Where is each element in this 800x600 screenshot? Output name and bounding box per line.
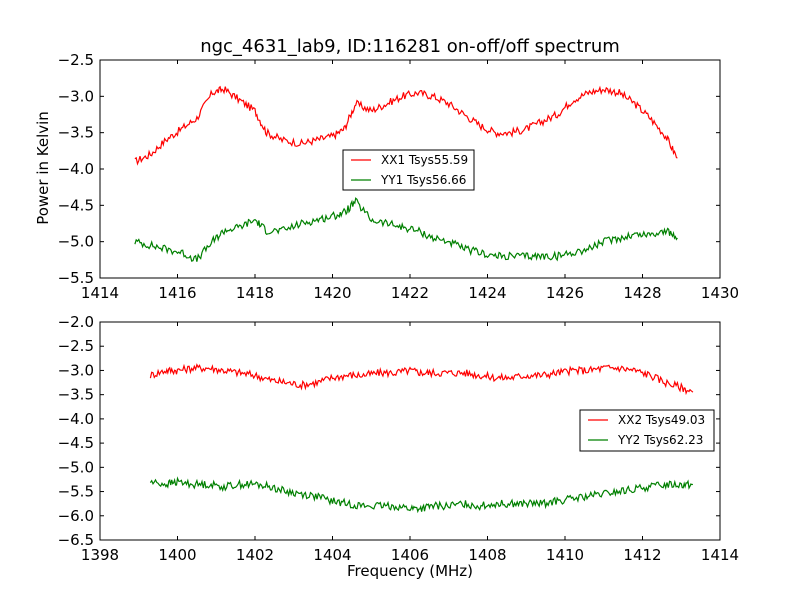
top-x-tick-label: 1418 [236, 284, 274, 302]
top-x-tick-label: 1416 [158, 284, 196, 302]
bottom-y-tick-label: −4.5 [58, 434, 94, 452]
top-y-tick-label: −2.5 [58, 51, 94, 69]
top-x-tick-label: 1428 [623, 284, 661, 302]
top-x-tick-label: 1422 [391, 284, 429, 302]
bottom-x-tick-label: 1410 [546, 546, 584, 564]
bottom-x-tick-label: 1412 [623, 546, 661, 564]
top-x-tick-label: 1420 [313, 284, 351, 302]
top-series-line-0 [134, 85, 678, 166]
top-legend-label-1: YY1 Tsys56.66 [380, 173, 466, 187]
chart-title: ngc_4631_lab9, ID:116281 on-off/off spec… [200, 36, 620, 57]
bottom-y-tick-label: −4.0 [58, 410, 94, 428]
bottom-x-tick-label: 1408 [468, 546, 506, 564]
top-series-line-1 [134, 197, 678, 262]
bottom-legend-box [579, 409, 715, 452]
top-x-tick-label: 1426 [546, 284, 584, 302]
bottom-legend-label-0: XX2 Tsys49.03 [618, 413, 705, 427]
bottom-x-axis-label: Frequency (MHz) [347, 562, 473, 580]
top-x-tick-label: 1430 [701, 284, 739, 302]
top-y-tick-label: −4.0 [58, 160, 94, 178]
bottom-y-tick-label: −5.5 [58, 483, 94, 501]
top-y-tick-label: −3.0 [58, 87, 94, 105]
bottom-y-tick-label: −6.5 [58, 531, 94, 549]
top-x-tick-label: 1424 [468, 284, 506, 302]
top-y-tick-label: −4.5 [58, 196, 94, 214]
bottom-y-tick-label: −5.0 [58, 458, 94, 476]
top-legend-label-0: XX1 Tsys55.59 [381, 153, 468, 167]
top-x-tick-label: 1414 [81, 284, 119, 302]
top-panel: 1414 1416 1418 1420 1422 1424 1426 1428 1430 −2.5… [58, 51, 740, 302]
bottom-y-tick-label: −3.0 [58, 361, 94, 379]
bottom-x-tick-label: 1404 [313, 546, 351, 564]
top-y-axis-label: Power in Kelvin [34, 111, 52, 225]
bottom-y-tick-label: −3.5 [58, 386, 94, 404]
bottom-legend-label-1: YY2 Tsys62.23 [617, 433, 703, 447]
bottom-panel: 1398 1400 1402 1404 1406 1408 1410 1412 1414 −2.0… [58, 313, 740, 564]
top-y-tick-label: −3.5 [58, 124, 94, 142]
bottom-y-tick-label: −6.0 [58, 507, 94, 525]
bottom-x-tick-label: 1400 [158, 546, 196, 564]
bottom-y-tick-label: −2.0 [58, 313, 94, 331]
bottom-series-line-0 [149, 363, 694, 396]
bottom-y-tick-label: −2.5 [58, 337, 94, 355]
bottom-series-line-1 [149, 476, 694, 514]
bottom-x-tick-label: 1398 [81, 546, 119, 564]
top-legend-box [342, 149, 475, 191]
top-y-tick-label: −5.0 [58, 233, 94, 251]
bottom-x-tick-label: 1406 [391, 546, 429, 564]
bottom-x-tick-label: 1414 [701, 546, 739, 564]
top-y-tick-label: −5.5 [58, 269, 94, 287]
bottom-x-tick-label: 1402 [236, 546, 274, 564]
